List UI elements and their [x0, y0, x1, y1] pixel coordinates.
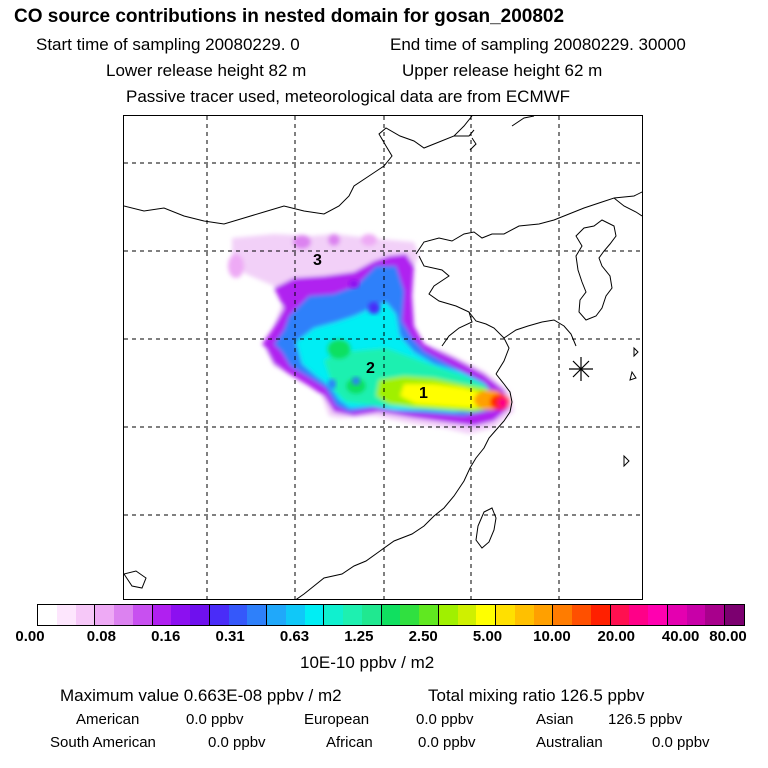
lower-release-height: Lower release height 82 m: [106, 61, 307, 80]
source-label-2: 2: [366, 360, 375, 377]
region-name-european: European: [304, 711, 370, 728]
colorbar-tick-label: 1.25: [344, 628, 374, 645]
colorbar-tick-label: 0.63: [279, 628, 310, 645]
colorbar-tick-label: 0.31: [215, 628, 245, 645]
colorbar-swatch: [705, 605, 724, 625]
start-time: Start time of sampling 20080229. 0: [36, 35, 300, 54]
colorbar-swatch: [38, 605, 57, 625]
colorbar-swatch: [380, 605, 401, 625]
colorbar-swatch: [94, 605, 114, 625]
colorbar-swatch: [304, 605, 324, 625]
region-value-european: 0.0 ppbv: [416, 711, 474, 728]
colorbar-swatch: [114, 605, 133, 625]
colorbar-swatch: [361, 605, 381, 625]
coastlines: [124, 116, 642, 599]
colorbar-swatch: [190, 605, 209, 625]
colorbar-swatch: [343, 605, 362, 625]
colorbar-swatch: [572, 605, 591, 625]
colorbar-swatch: [629, 605, 648, 625]
colorbar-swatch: [323, 605, 343, 625]
region-name-south-american: South American: [50, 734, 156, 751]
colorbar-tick-label: 0.00: [15, 628, 45, 645]
colorbar-swatch: [208, 605, 229, 625]
colorbar-swatch: [495, 605, 515, 625]
concentration-map: 1 2 3: [123, 115, 643, 600]
colorbar-swatch: [247, 605, 266, 625]
region-name-american: American: [76, 711, 140, 728]
region-value-african: 0.0 ppbv: [418, 734, 476, 751]
sampling-times: Start time of sampling 20080229. 0 End t…: [36, 35, 686, 55]
colorbar-swatch: [132, 605, 152, 625]
colorbar-swatch: [533, 605, 553, 625]
end-time: End time of sampling 20080229. 30000: [390, 35, 686, 54]
region-name-african: African: [326, 734, 373, 751]
colorbar-swatch: [457, 605, 477, 625]
colorbar-swatch: [151, 605, 172, 625]
release-heights: Lower release height 82 m Upper release …: [106, 61, 602, 81]
source-label-3: 3: [313, 252, 322, 269]
colorbar-swatch: [285, 605, 305, 625]
max-value: Maximum value 0.663E-08 ppbv / m2: [60, 686, 342, 705]
colorbar-swatch: [514, 605, 534, 625]
region-value-asian: 126.5 ppbv: [608, 711, 683, 728]
colorbar-swatch: [228, 605, 248, 625]
colorbar-swatch: [686, 605, 706, 625]
colorbar-swatch: [609, 605, 630, 625]
colorbar-tick-label: 40.00: [661, 628, 700, 645]
colorbar-swatch: [437, 605, 458, 625]
region-value-south-american: 0.0 ppbv: [208, 734, 266, 751]
region-value-australian: 0.0 ppbv: [652, 734, 710, 751]
colorbar-swatch: [419, 605, 438, 625]
colorbar-tick-label: 0.16: [151, 628, 181, 645]
region-value-american: 0.0 ppbv: [186, 711, 244, 728]
graticule: [124, 116, 642, 599]
upper-release-height: Upper release height 62 m: [402, 61, 603, 80]
colorbar-tick-label: 80.00: [709, 628, 747, 645]
region-name-australian: Australian: [536, 734, 603, 751]
colorbar-swatch: [75, 605, 95, 625]
colorbar-swatch: [400, 605, 419, 625]
colorbar-swatch: [56, 605, 76, 625]
co-plume: [228, 234, 514, 434]
colorbar-swatch: [666, 605, 687, 625]
summary-line: Maximum value 0.663E-08 ppbv / m2 Total …: [60, 686, 644, 706]
region-name-asian: Asian: [536, 711, 574, 728]
colorbar-tick-labels: 0.00 0.08 0.16 0.31 0.63 1.25 2.50 5.00 10.00 20.…: [0, 628, 768, 650]
colorbar-units: 10E-10 ppbv / m2: [300, 653, 435, 672]
map-canvas: [124, 116, 642, 599]
receptor-marker: [569, 357, 593, 381]
colorbar-tick-label: 0.08: [86, 628, 116, 645]
tracer-note: Passive tracer used, meteorological data…: [126, 87, 571, 106]
colorbar: [37, 604, 745, 626]
colorbar-swatch: [476, 605, 495, 625]
colorbar-swatch: [552, 605, 572, 625]
colorbar-swatch: [724, 605, 744, 625]
colorbar-swatch: [648, 605, 667, 625]
total-mixing-ratio: Total mixing ratio 126.5 ppbv: [428, 686, 645, 705]
colorbar-tick-label: 20.00: [597, 628, 636, 645]
plot-title: CO source contributions in nested domain…: [14, 6, 565, 27]
colorbar-swatch: [171, 605, 190, 625]
colorbar-swatch: [266, 605, 286, 625]
colorbar-tick-label: 10.00: [533, 628, 571, 645]
colorbar-swatch: [590, 605, 610, 625]
colorbar-tick-label: 5.00: [472, 628, 503, 645]
colorbar-tick-label: 2.50: [408, 628, 438, 645]
source-label-1: 1: [419, 385, 428, 402]
